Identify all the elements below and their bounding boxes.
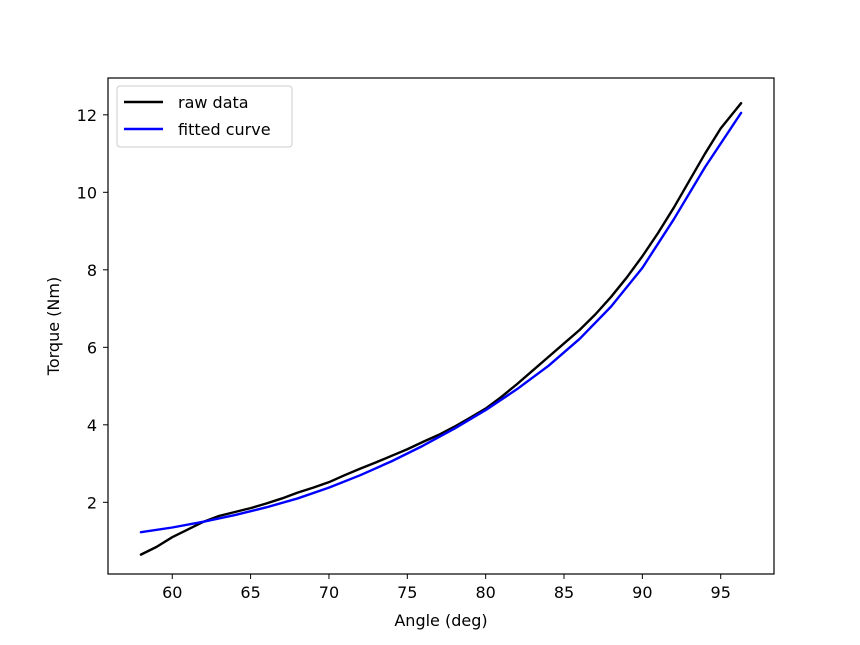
x-tick-label: 60 xyxy=(162,583,182,602)
x-tick-label: 65 xyxy=(240,583,260,602)
y-tick-label: 10 xyxy=(77,183,97,202)
legend-label-raw-data: raw data xyxy=(178,93,249,112)
series-layer xyxy=(139,101,743,556)
series-line-raw-data xyxy=(139,101,743,556)
x-axis-label: Angle (deg) xyxy=(394,611,487,630)
y-tick-label: 6 xyxy=(87,338,97,357)
x-tick-label: 90 xyxy=(632,583,652,602)
y-axis: 2 4 6 8 10 12 xyxy=(77,106,108,512)
series-line-fitted-curve xyxy=(139,111,743,534)
x-tick-label: 70 xyxy=(319,583,339,602)
legend: raw data fitted curve xyxy=(116,85,293,148)
x-tick-label: 85 xyxy=(554,583,574,602)
y-axis-label: Torque (Nm) xyxy=(44,277,63,376)
x-tick-label: 95 xyxy=(711,583,731,602)
y-tick-label: 2 xyxy=(87,493,97,512)
plot-frame xyxy=(107,77,775,575)
y-tick-label: 8 xyxy=(87,261,97,280)
y-tick-label: 12 xyxy=(77,106,97,125)
x-axis: 60 65 70 75 80 85 90 95 xyxy=(162,574,731,602)
y-tick-label: 4 xyxy=(87,416,97,435)
plot-area xyxy=(108,78,774,574)
x-tick-label: 80 xyxy=(475,583,495,602)
legend-label-fitted-curve: fitted curve xyxy=(178,120,271,139)
x-tick-label: 75 xyxy=(397,583,417,602)
